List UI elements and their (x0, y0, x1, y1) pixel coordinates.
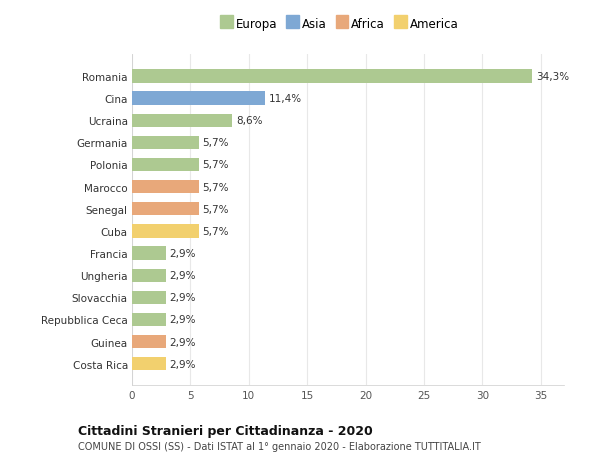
Text: 2,9%: 2,9% (169, 315, 196, 325)
Bar (132, 202, 199, 216)
Bar (132, 313, 166, 326)
Text: 5,7%: 5,7% (202, 226, 229, 236)
Text: 2,9%: 2,9% (169, 359, 196, 369)
Bar (132, 291, 166, 304)
Text: 5,7%: 5,7% (202, 160, 229, 170)
Text: 2,9%: 2,9% (169, 337, 196, 347)
Bar (132, 70, 532, 84)
Bar (132, 247, 166, 260)
Bar (132, 335, 166, 348)
Text: 2,9%: 2,9% (169, 293, 196, 302)
Text: COMUNE DI OSSI (SS) - Dati ISTAT al 1° gennaio 2020 - Elaborazione TUTTITALIA.IT: COMUNE DI OSSI (SS) - Dati ISTAT al 1° g… (78, 441, 481, 451)
Bar (132, 225, 199, 238)
Bar (132, 357, 166, 370)
Text: 5,7%: 5,7% (202, 204, 229, 214)
Text: 11,4%: 11,4% (269, 94, 302, 104)
Bar (132, 92, 265, 106)
Bar (132, 180, 199, 194)
Text: Cittadini Stranieri per Cittadinanza - 2020: Cittadini Stranieri per Cittadinanza - 2… (78, 424, 373, 437)
Text: 34,3%: 34,3% (536, 72, 569, 82)
Bar (132, 114, 232, 128)
Text: 2,9%: 2,9% (169, 248, 196, 258)
Bar (132, 158, 199, 172)
Bar (132, 269, 166, 282)
Text: 8,6%: 8,6% (236, 116, 262, 126)
Bar (132, 136, 199, 150)
Text: 2,9%: 2,9% (169, 270, 196, 280)
Legend: Europa, Asia, Africa, America: Europa, Asia, Africa, America (220, 18, 458, 31)
Text: 5,7%: 5,7% (202, 138, 229, 148)
Text: 5,7%: 5,7% (202, 182, 229, 192)
